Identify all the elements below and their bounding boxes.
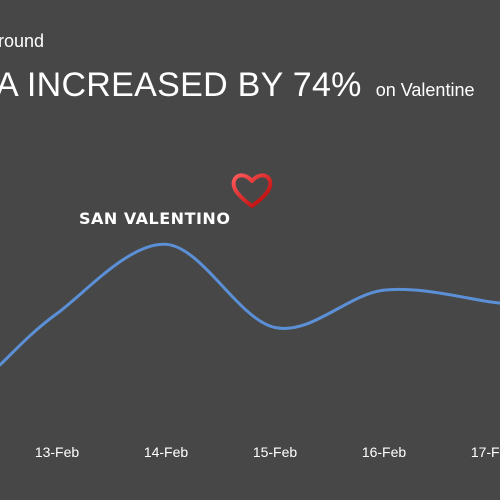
chart-subtitle: round: [0, 31, 45, 51]
x-tick-label: 13-Feb: [35, 444, 80, 460]
x-tick-label: 17-Feb: [471, 444, 500, 460]
heart-icon: [230, 170, 274, 215]
x-tick-label: 16-Feb: [362, 444, 407, 460]
x-axis-ticks: 13-Feb 14-Feb 15-Feb 16-Feb 17-Feb: [35, 444, 500, 460]
headline-suffix: on Valentine: [375, 80, 475, 100]
x-tick-label: 14-Feb: [144, 444, 189, 460]
chart-headline: A INCREASED BY 74% on Valentine: [0, 66, 474, 105]
san-valentino-label: SAN VALENTINO: [79, 209, 231, 228]
x-tick-label: 15-Feb: [253, 444, 298, 460]
headline-main: A INCREASED BY 74%: [0, 66, 362, 104]
series-line: [0, 242, 500, 367]
